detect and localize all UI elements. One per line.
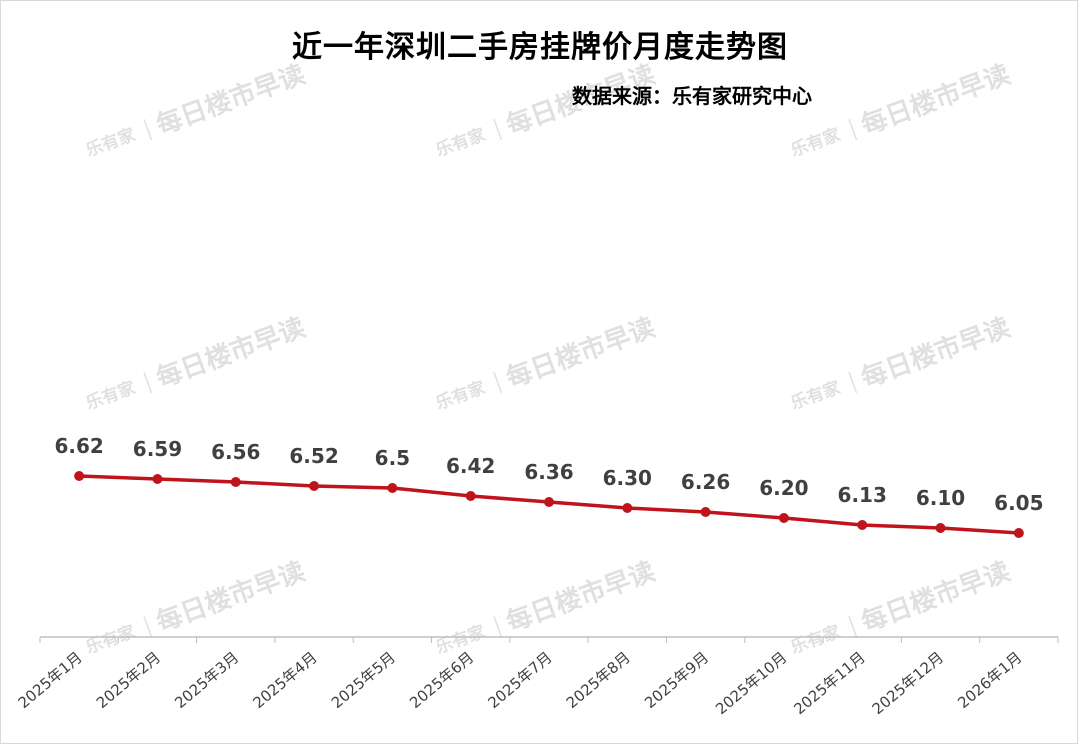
- data-label: 6.36: [524, 460, 573, 484]
- data-label: 6.62: [54, 434, 103, 458]
- data-point: [778, 513, 789, 523]
- data-point: [465, 491, 476, 501]
- x-axis-ticks: [39, 637, 1059, 643]
- watermark-divider: [143, 372, 153, 394]
- data-point: [387, 483, 398, 493]
- watermark-text: 每日楼市早读: [152, 312, 309, 394]
- watermark-divider: [143, 119, 153, 141]
- data-point: [230, 477, 241, 487]
- data-labels: 6.62 6.59 6.56 6.52 6.5 6.42 6.36 6.30 6.26 6.20 6…: [54, 434, 1043, 515]
- watermark-logo: 乐有家: [83, 621, 138, 658]
- x-tick-label: 2025年12月: [869, 648, 947, 718]
- chart-source: 数据来源：乐有家研究中心: [572, 84, 812, 108]
- watermark-divider: [493, 372, 503, 394]
- watermark-logo: 乐有家: [433, 124, 488, 161]
- data-point: [857, 520, 868, 530]
- watermark-logo: 乐有家: [83, 124, 138, 161]
- data-point: [700, 507, 711, 517]
- data-label: 6.10: [916, 486, 965, 510]
- watermark-text: 每日楼市早读: [857, 556, 1014, 638]
- x-tick-label: 2025年2月: [93, 648, 164, 712]
- x-tick-label: 2025年8月: [563, 648, 634, 712]
- x-tick-label: 2025年5月: [328, 648, 399, 712]
- x-tick-label: 2026年1月: [954, 648, 1025, 712]
- x-axis-tick-labels: 2025年1月 2025年2月 2025年3月 2025年4月 2025年5月 2025年…: [15, 648, 1026, 718]
- data-point: [935, 523, 946, 533]
- watermark-divider: [493, 616, 503, 638]
- data-point: [152, 474, 163, 484]
- data-label: 6.59: [133, 437, 182, 461]
- watermark-logo: 乐有家: [788, 621, 843, 658]
- x-tick-label: 2025年9月: [641, 648, 712, 712]
- watermark-text: 每日楼市早读: [857, 312, 1014, 394]
- data-point: [74, 471, 85, 481]
- watermark-logo: 乐有家: [788, 377, 843, 414]
- watermark-logo: 乐有家: [433, 377, 488, 414]
- data-label: 6.26: [681, 470, 730, 494]
- data-point: [1013, 528, 1024, 538]
- x-tick-label: 2025年1月: [15, 648, 86, 712]
- watermark-text: 每日楼市早读: [152, 59, 309, 141]
- watermark-layer: 乐有家每日楼市早读乐有家每日楼市早读乐有家每日楼市早读乐有家每日楼市早读乐有家每…: [83, 59, 1014, 659]
- x-tick-label: 2025年11月: [790, 648, 868, 718]
- data-point: [309, 481, 320, 491]
- x-tick-label: 2025年10月: [712, 648, 790, 718]
- watermark-divider: [493, 119, 503, 141]
- x-tick-label: 2025年4月: [250, 648, 321, 712]
- data-label: 6.5: [375, 446, 410, 470]
- watermark-divider: [143, 616, 153, 638]
- data-point: [622, 503, 633, 513]
- watermark-text: 每日楼市早读: [857, 59, 1014, 141]
- data-label: 6.42: [446, 454, 495, 478]
- watermark-divider: [848, 119, 858, 141]
- watermark-text: 每日楼市早读: [152, 556, 309, 638]
- data-label: 6.52: [289, 444, 338, 468]
- data-label: 6.30: [603, 466, 652, 490]
- data-point: [544, 497, 554, 507]
- x-tick-label: 2025年6月: [406, 648, 477, 712]
- x-tick-label: 2025年7月: [484, 648, 555, 712]
- x-tick-label: 2025年3月: [171, 648, 242, 712]
- watermark-logo: 乐有家: [788, 124, 843, 161]
- watermark-text: 每日楼市早读: [502, 312, 659, 394]
- watermark-text: 每日楼市早读: [502, 556, 659, 638]
- chart-title: 近一年深圳二手房挂牌价月度走势图: [292, 30, 788, 65]
- data-label: 6.13: [838, 483, 887, 507]
- series-layer: [74, 471, 1024, 538]
- data-label: 6.20: [759, 476, 808, 500]
- data-label: 6.56: [211, 440, 260, 464]
- watermark-logo: 乐有家: [83, 377, 138, 414]
- data-label: 6.05: [994, 491, 1043, 515]
- watermark-divider: [848, 616, 858, 638]
- watermark-divider: [848, 372, 858, 394]
